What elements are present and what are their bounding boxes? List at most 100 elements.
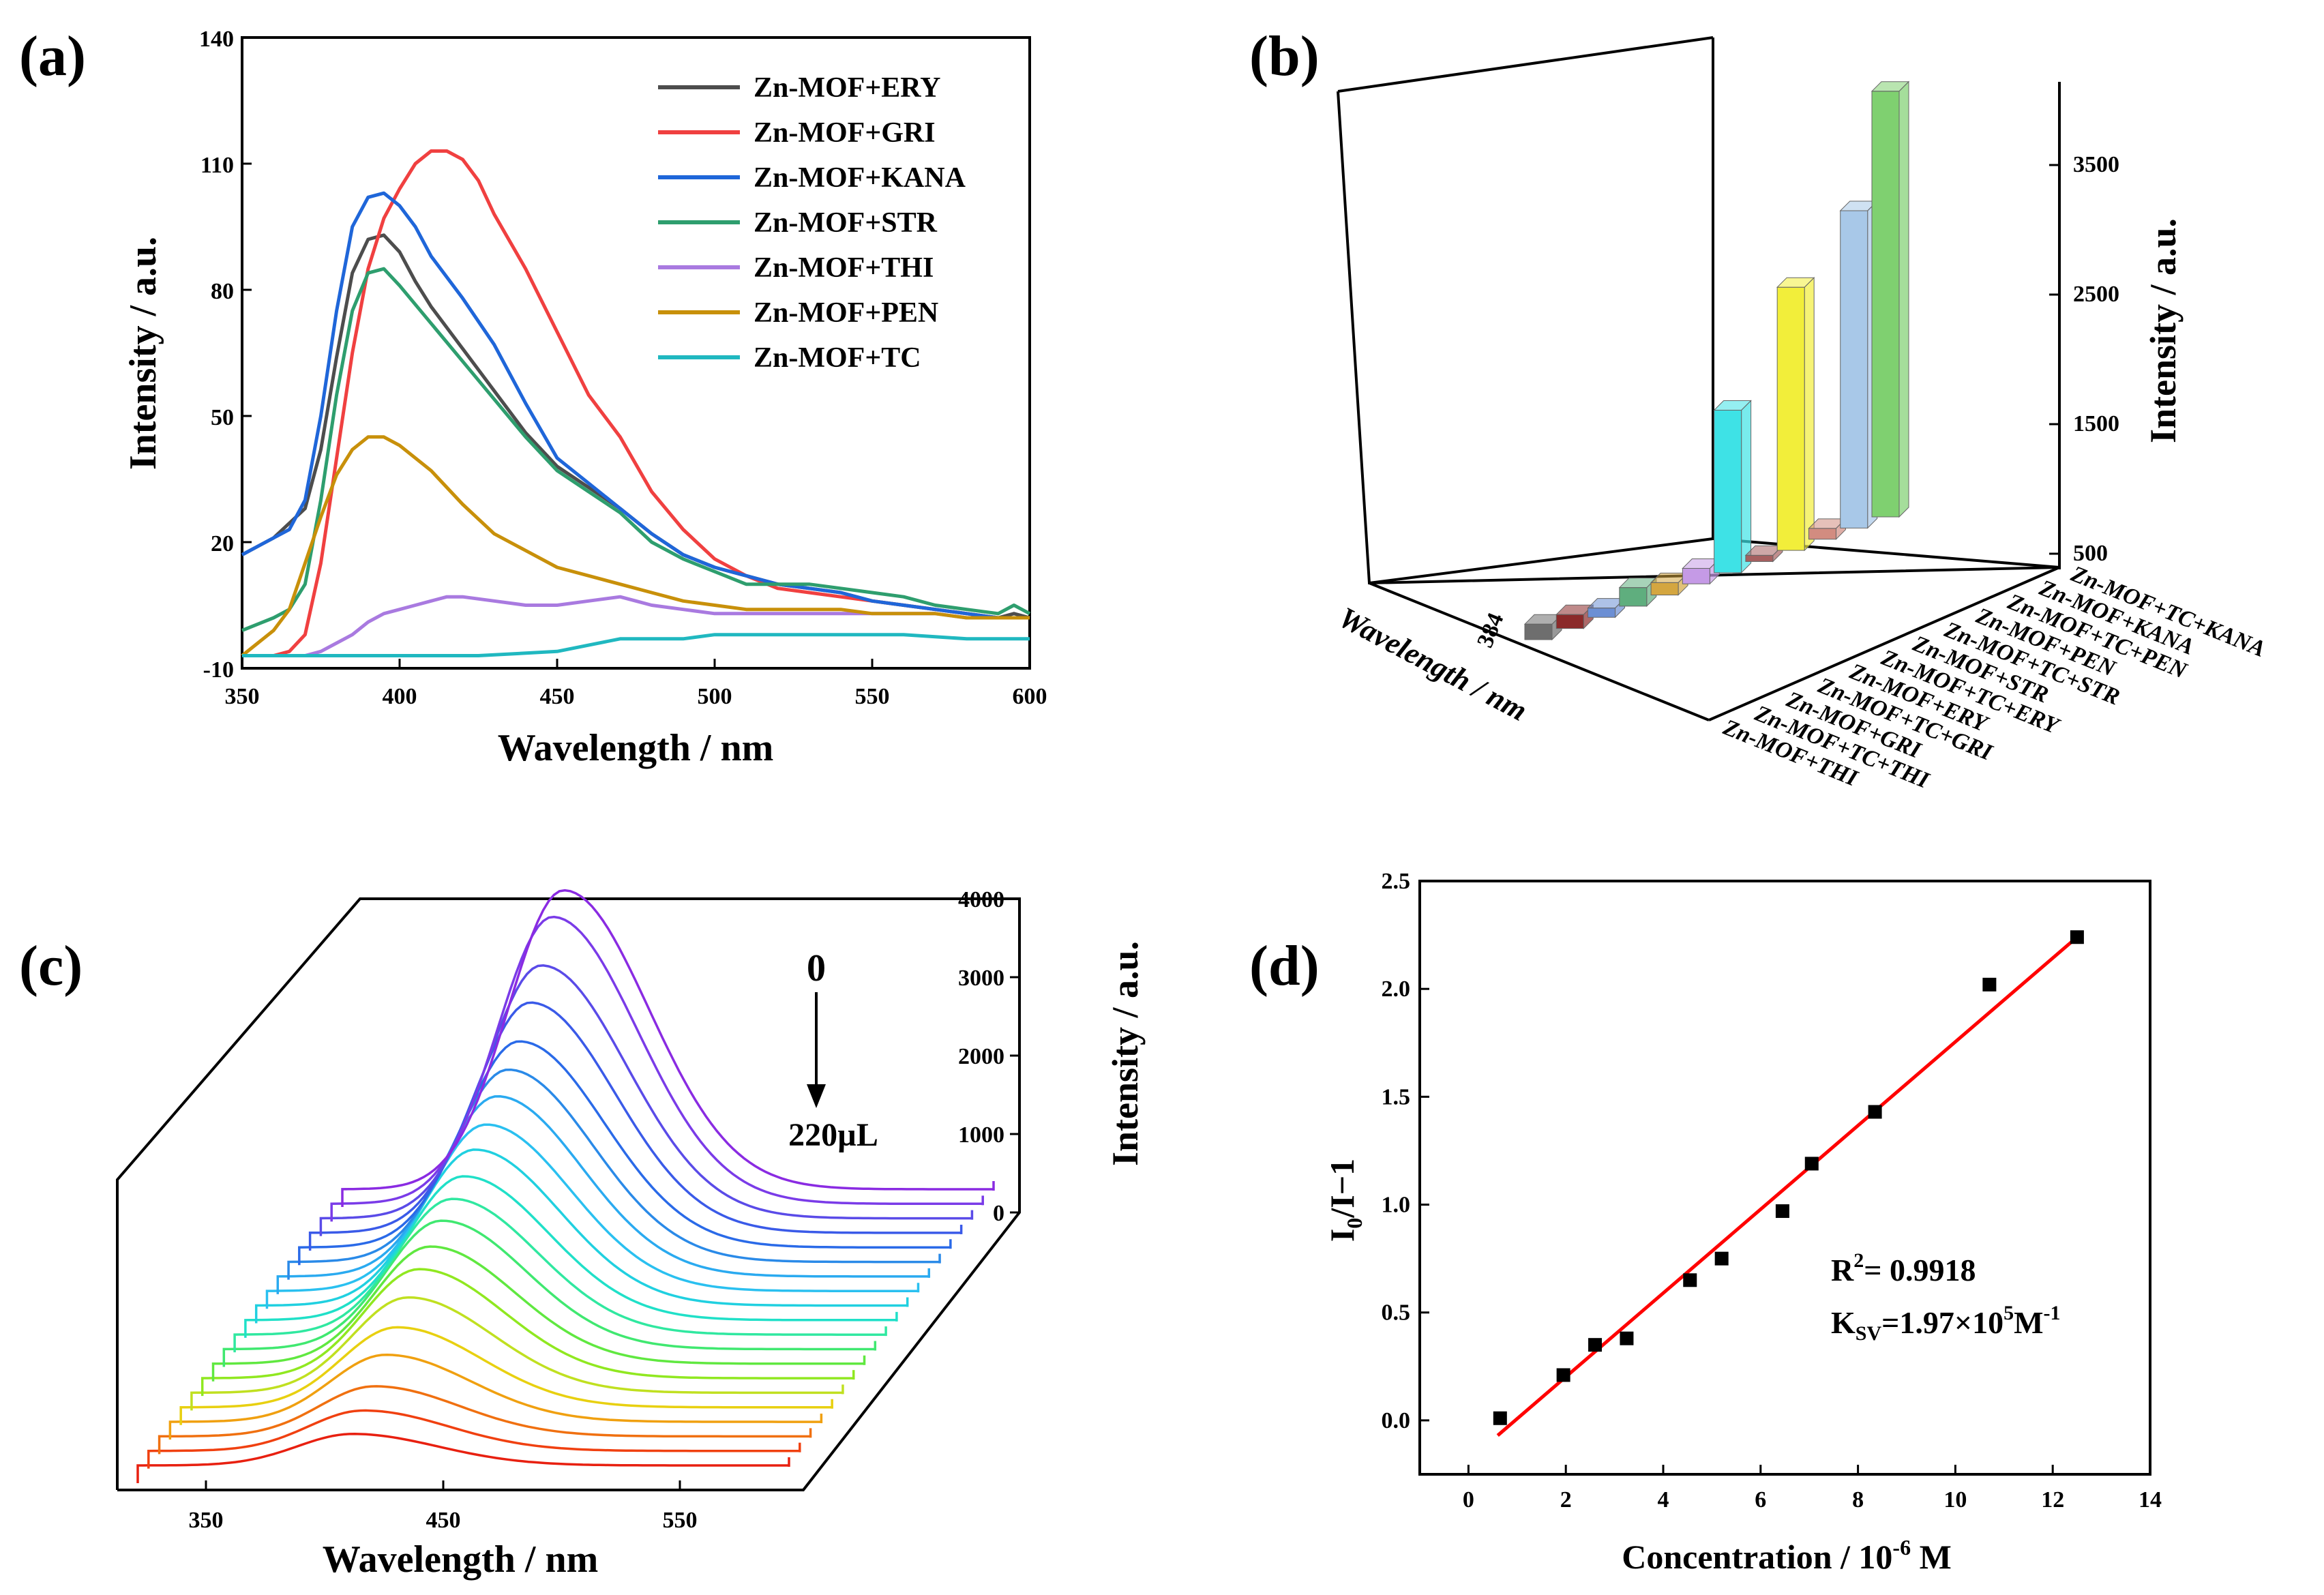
panel-d-label: (d) (1249, 934, 1320, 998)
panel-b-bar-front (1840, 210, 1868, 528)
panel-a-y-axis-title: Intensity / a.u. (122, 237, 164, 470)
panel-b-bar-front (1714, 409, 1742, 573)
panel-d-ksv-value: =1.97×10 (1881, 1305, 2003, 1340)
panel-d-ksv-unit: M (2014, 1305, 2043, 1340)
panel-c-curve-line (211, 1245, 866, 1382)
panel-c-frame (116, 897, 1021, 1491)
panel-c-curve-6 (287, 1068, 941, 1280)
panel-d-data-point-6 (1714, 1251, 1729, 1266)
panel-d-y-tick-label-2.5: 2.5 (1382, 869, 1411, 894)
panel-c-curve-13 (211, 1245, 866, 1382)
panel-c-x-tick-label-550: 550 (663, 1508, 698, 1533)
panel-b-label: (b) (1249, 25, 1320, 88)
panel-d-plot-frame (1418, 880, 2151, 1476)
panel-a-x-tick-label-400: 400 (383, 684, 417, 709)
panel-a-legend-label-zn-mof-tc: Zn-MOF+TC (754, 342, 921, 374)
panel-b-bar-front (1682, 567, 1710, 584)
panel-c-curve-line (244, 1175, 898, 1338)
panel-d-r2-annotation: R2= 0.9918 (1831, 1249, 1976, 1287)
panel-b-floor-back-right (1712, 537, 2060, 569)
panel-a-plot-frame (241, 36, 1031, 670)
panel-b-bar-front (1555, 614, 1584, 629)
panel-d-r2-symbol: R (1831, 1253, 1854, 1287)
panel-a-series-zn-mof-tc (242, 633, 1030, 657)
panel-d-data-point-9 (1868, 1105, 1882, 1119)
panel-c-curve-line (254, 1148, 909, 1324)
panel-d-data-point-8 (1804, 1157, 1819, 1171)
panel-d: (d) 0 2 4 6 8 10 12 14 0.00.51.01.52.02.5 R2= 0… (1249, 869, 2162, 1576)
panel-a-x-ticks: 350 400 450 500 550 600 (225, 659, 1047, 709)
panel-c-curve-10 (244, 1175, 898, 1338)
panel-c-curve-15 (190, 1296, 844, 1411)
panel-b-bar-zn-mof-tc-ery (1682, 558, 1720, 585)
panel-b-bar-front (1588, 608, 1616, 618)
panel-b-bar-top (1871, 81, 1910, 92)
panel-d-x-title-main: Concentration / 10 (1622, 1538, 1892, 1576)
panel-b-floor-front-right (1708, 566, 2060, 721)
panel-d-x-tick-label-0: 0 (1463, 1487, 1474, 1512)
panel-c-curve-3 (319, 964, 974, 1236)
panel-c-curve-1 (341, 889, 995, 1207)
panel-a-y-tick-label-50: 50 (211, 405, 234, 430)
panel-c-curve-14 (200, 1268, 855, 1397)
panel-b-bar-side (1804, 276, 1815, 552)
panel-c-curve-2 (330, 915, 984, 1222)
panel-c-curve-line (298, 1040, 952, 1266)
panel-b-z-tick-label-1500: 1500 (2073, 411, 2119, 436)
panel-d-x-ticks: 0 2 4 6 8 10 12 14 (1463, 1465, 2162, 1512)
panel-b-bar-front (1619, 587, 1648, 607)
panel-b-z-tick-label-3500: 3500 (2073, 152, 2119, 177)
panel-c-y-tick-label-1000: 1000 (958, 1122, 1004, 1148)
panel-b-bar-zn-mof-tc-kana (1871, 80, 1910, 518)
panel-c-curve-line (308, 1001, 963, 1251)
panel-b-top-back-edge (1337, 36, 1714, 93)
panel-c-curve-8 (265, 1123, 920, 1309)
panel-a-legend-label-zn-mof-str: Zn-MOF+STR (754, 207, 938, 239)
panel-b-z-tick-label-2500: 2500 (2073, 282, 2119, 307)
panel-d-y-axis-title: I0/I−1 (1323, 1159, 1367, 1242)
panel-d-ksv-annotation: KSV=1.97×105M-1 (1831, 1302, 2061, 1345)
panel-d-x-axis-title: Concentration / 10-6 M (1622, 1535, 1952, 1576)
panel-a-y-tick-label-80: 80 (211, 279, 234, 304)
panel-d-x-tick-label-6: 6 (1755, 1487, 1766, 1512)
panel-a: (a) 350 400 450 500 550 600 -10 20 50 80 110 140 Z… (19, 25, 1047, 769)
panel-d-r2-value: = 0.9918 (1864, 1253, 1976, 1287)
panel-d-x-tick-label-2: 2 (1560, 1487, 1572, 1512)
panel-d-y-ticks: 0.0 0.5 1.0 1.5 2.0 2.5 (1382, 869, 1429, 1433)
panel-a-x-tick-label-500: 500 (698, 684, 732, 709)
panel-d-y-title-rest: /I−1 (1323, 1159, 1361, 1219)
panel-b-bar-side (1741, 400, 1752, 574)
panel-d-x-tick-label-8: 8 (1852, 1487, 1864, 1512)
panel-d-data-point-4 (1620, 1331, 1634, 1345)
panel-b-bar-front (1524, 623, 1553, 640)
panel-d-x-title-unit: M (1911, 1538, 1952, 1576)
panel-c-curve-line (200, 1268, 855, 1397)
panel-c-y-tick-label-4000: 4000 (958, 887, 1004, 912)
panel-a-series-zn-mof-str (241, 267, 1031, 632)
panel-b-x-tick-384: 384 (1472, 610, 1508, 651)
panel-c-curve-17 (168, 1353, 823, 1440)
panel-c-curve-5 (298, 1040, 952, 1266)
panel-c-curves (136, 889, 995, 1483)
panel-c-y-tick-label-2000: 2000 (958, 1044, 1004, 1069)
panel-b-floor-front-left (1369, 582, 1710, 721)
panel-b-bar-front (1871, 91, 1900, 518)
panel-c-label: (c) (19, 934, 83, 998)
panel-c-annotation-start: 0 (807, 947, 826, 989)
panel-c-curve-line (158, 1385, 812, 1455)
panel-a-label: (a) (19, 25, 86, 88)
panel-a-x-tick-label-550: 550 (855, 684, 890, 709)
panel-c-curve-19 (147, 1409, 801, 1469)
panel-c-x-tick-label-450: 450 (426, 1508, 461, 1533)
panel-d-data-point-3 (1588, 1338, 1603, 1352)
panel-c-curve-line (276, 1095, 931, 1294)
panel-b-bars (1523, 80, 1910, 641)
panel-d-ksv-exponent: 5 (2003, 1302, 2014, 1324)
panel-d-ksv-unit-exponent: -1 (2044, 1302, 2061, 1324)
panel-b-bar-top (1776, 277, 1815, 288)
panel-d-ksv-symbol: K (1831, 1305, 1856, 1340)
panel-a-x-tick-label-350: 350 (225, 684, 260, 709)
panel-c-curve-line (287, 1068, 941, 1280)
panel-d-x-tick-label-10: 10 (1943, 1487, 1967, 1512)
